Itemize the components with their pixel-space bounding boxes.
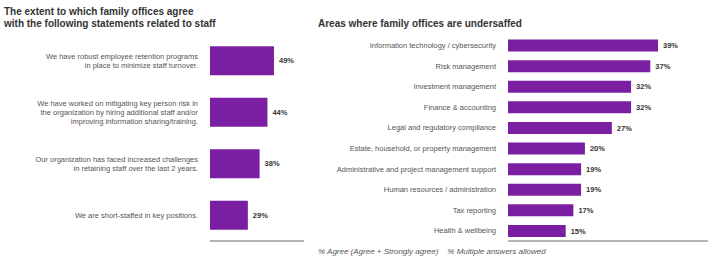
svg-text:29%: 29% [253, 211, 268, 220]
html-text:Areas where family offices are: Areas where family offices are undersaff… [318, 18, 522, 29]
svg-text:38%: 38% [265, 159, 280, 168]
svg-text:Legal and regulatory complianc: Legal and regulatory compliance [388, 123, 496, 132]
svg-text:Human resources / administrati: Human resources / administration [384, 185, 496, 194]
html-text:The extent to which family off: The extent to which family offices agree… [4, 6, 216, 29]
svg-text:39%: 39% [663, 41, 678, 50]
svg-text:32%: 32% [636, 82, 651, 91]
svg-text:Finance & accounting: Finance & accounting [424, 103, 496, 112]
svg-text:49%: 49% [279, 56, 294, 65]
svg-text:27%: 27% [617, 124, 632, 133]
svg-text:Estate, household, or property: Estate, household, or property managemen… [350, 144, 497, 153]
svg-text:19%: 19% [586, 165, 601, 174]
svg-text:We have robust employee retent: We have robust employee retention progra… [46, 52, 198, 70]
svg-text:19%: 19% [586, 185, 601, 194]
svg-text:Information technology / cyber: Information technology / cybersecurity [370, 41, 497, 50]
svg-text:44%: 44% [272, 108, 287, 117]
svg-text:We are short-staffed in key po: We are short-staffed in key positions. [75, 211, 198, 220]
svg-text:17%: 17% [578, 206, 593, 215]
svg-text:20%: 20% [590, 144, 605, 153]
svg-text:Administrative and project man: Administrative and project management su… [337, 165, 497, 174]
svg-text:15%: 15% [571, 227, 586, 236]
svg-text:We have worked on mitigating k: We have worked on mitigating key person … [37, 99, 198, 126]
svg-text:Risk management: Risk management [436, 62, 497, 71]
svg-text:Health & wellbeing: Health & wellbeing [434, 226, 496, 235]
svg-text:Investment management: Investment management [413, 82, 496, 91]
svg-text:Our organization has faced inc: Our organization has faced increased cha… [35, 155, 198, 173]
svg-text:32%: 32% [636, 103, 651, 112]
html-text:% Agree (Agree + Strongly agre: % Agree (Agree + Strongly agree) % Multi… [318, 247, 546, 256]
svg-text:Tax reporting: Tax reporting [453, 206, 496, 215]
svg-text:37%: 37% [655, 62, 670, 71]
